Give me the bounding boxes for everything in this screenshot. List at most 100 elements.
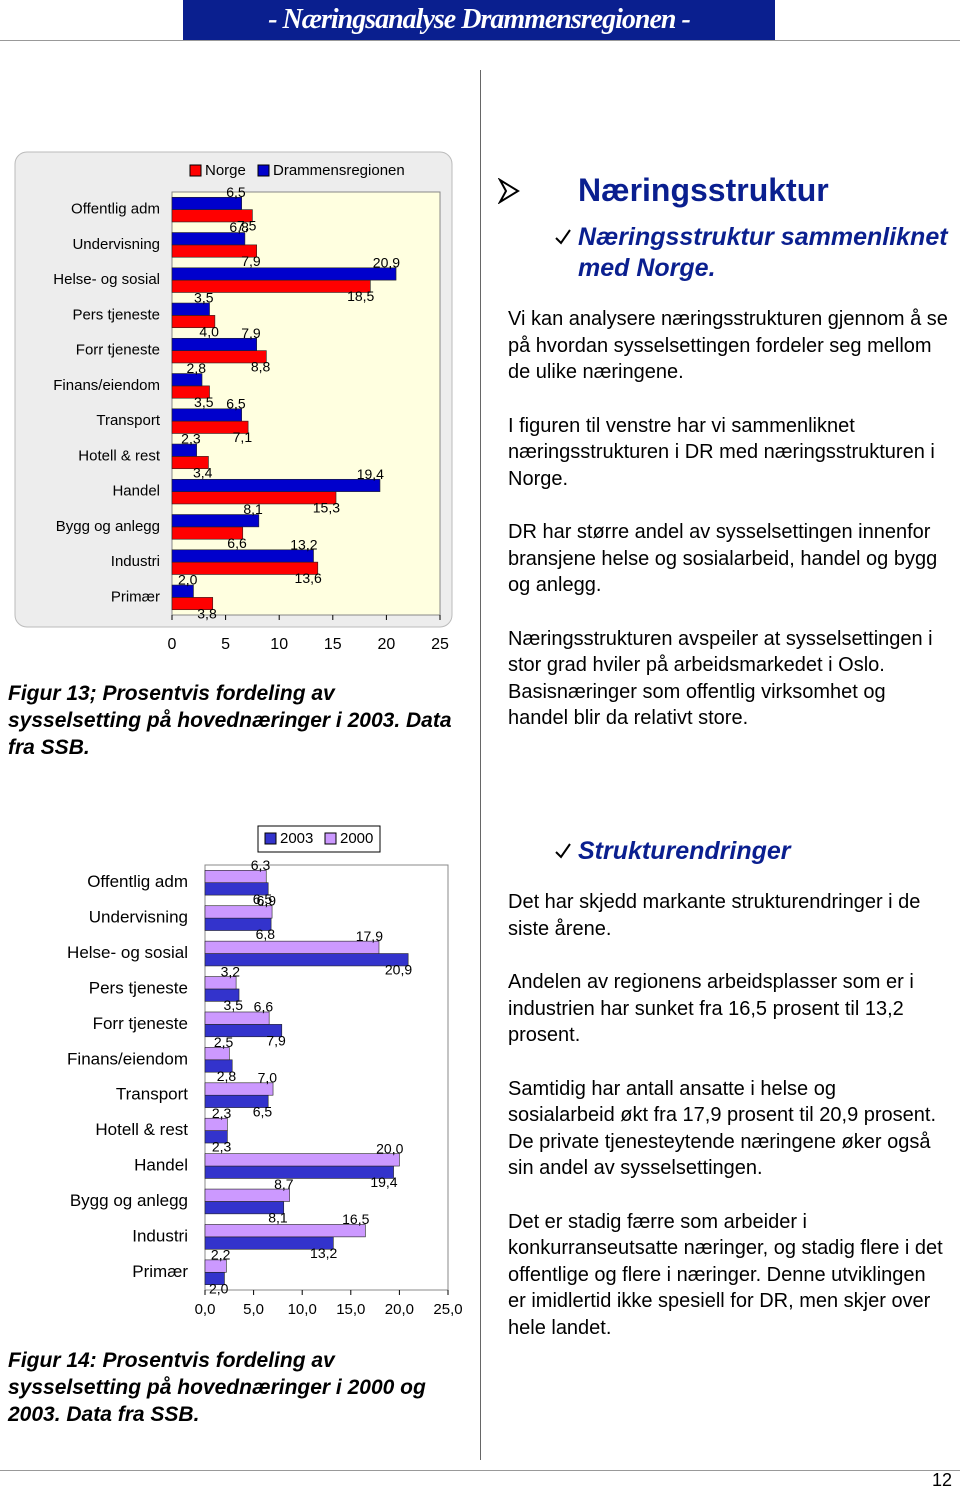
value-label: 8,1 xyxy=(268,1210,288,1226)
value-label: 6,5 xyxy=(226,184,246,200)
bar xyxy=(171,443,197,457)
figure-caption: Figur 14: Prosentvis fordeling av syssel… xyxy=(8,1349,426,1426)
value-label: 19,4 xyxy=(357,466,384,482)
column-rule xyxy=(480,70,481,1460)
bar xyxy=(171,549,314,563)
bar xyxy=(171,232,246,246)
legend-swatch xyxy=(257,164,270,177)
value-label: 6,3 xyxy=(251,857,271,873)
bar xyxy=(171,337,257,351)
value-label: 6,6 xyxy=(227,535,247,551)
value-label: 3,5 xyxy=(194,394,214,410)
y-tick-label: Primær xyxy=(132,1262,188,1281)
legend-swatch xyxy=(324,832,337,845)
y-tick-label: Forr tjeneste xyxy=(93,1014,188,1033)
y-tick-label: Forr tjeneste xyxy=(76,342,160,359)
paragraph: DR har større andel av sysselsettingen i… xyxy=(508,521,938,596)
bar xyxy=(204,1188,290,1202)
value-label: 7,5 xyxy=(237,218,257,234)
y-tick-label: Bygg og anlegg xyxy=(56,518,160,535)
bar xyxy=(171,584,194,598)
bar xyxy=(204,976,237,990)
value-label: 2,0 xyxy=(209,1280,229,1296)
y-tick-label: Pers tjeneste xyxy=(89,978,188,997)
x-tick-label: 15,0 xyxy=(336,1301,365,1318)
value-label: 2,8 xyxy=(217,1068,237,1084)
section-heading: Næringsstruktur xyxy=(578,172,829,208)
value-label: 7,9 xyxy=(241,253,261,269)
value-label: 18,5 xyxy=(347,288,374,304)
x-tick-label: 15 xyxy=(324,636,342,653)
value-label: 3,4 xyxy=(193,464,213,480)
value-label: 8,1 xyxy=(243,501,263,517)
value-label: 3,8 xyxy=(197,605,217,621)
y-tick-label: Offentlig adm xyxy=(87,872,188,891)
legend-label: Norge xyxy=(205,162,246,179)
value-label: 2,8 xyxy=(187,360,207,376)
value-label: 2,2 xyxy=(211,1247,231,1263)
x-tick-label: 25 xyxy=(431,636,449,653)
value-label: 20,9 xyxy=(385,962,412,978)
y-tick-label: Helse- og sosial xyxy=(67,943,188,962)
bar xyxy=(204,1011,270,1025)
value-label: 3,5 xyxy=(194,290,214,306)
paragraph: Vi kan analysere næringsstrukturen gjenn… xyxy=(508,308,948,383)
x-tick-label: 10,0 xyxy=(288,1301,317,1318)
bar xyxy=(204,905,273,919)
bar xyxy=(171,478,381,492)
y-tick-label: Hotell & rest xyxy=(95,1120,188,1139)
bar xyxy=(204,940,380,954)
check-bullet xyxy=(555,229,571,245)
value-label: 20,0 xyxy=(376,1140,403,1156)
value-label: 6,8 xyxy=(229,219,249,235)
value-label: 3,2 xyxy=(221,963,241,979)
bar xyxy=(171,267,397,281)
bar xyxy=(171,196,242,210)
paragraph: Næringsstrukturen avspeiler at sysselset… xyxy=(508,627,933,730)
plot-area xyxy=(204,864,449,1291)
check-bullet xyxy=(555,843,571,859)
value-label: 19,4 xyxy=(370,1174,397,1190)
x-tick-label: 5 xyxy=(221,636,230,653)
page-number: 12 xyxy=(931,1470,952,1489)
bar xyxy=(204,1082,274,1096)
value-label: 17,9 xyxy=(356,928,383,944)
paragraph: Det er stadig færre som arbeider i konku… xyxy=(508,1210,943,1339)
legend-label: 2000 xyxy=(340,830,373,847)
y-tick-label: Transport xyxy=(116,1085,188,1104)
y-tick-label: Finans/eiendom xyxy=(53,377,160,394)
footer-rule xyxy=(0,1470,960,1471)
paragraph: Samtidig har antall ansatte i helse og s… xyxy=(508,1077,937,1180)
x-tick-label: 0,0 xyxy=(195,1301,216,1318)
charts: Norge Drammensregionen 0 5 10 15 20 25 Offentlig… xyxy=(14,151,463,1318)
arrow-bullet xyxy=(498,178,520,204)
header-title: - Næringsanalyse Drammensregionen - xyxy=(183,0,775,40)
paragraph: Det har skjedd markante strukturendringe… xyxy=(508,891,921,940)
value-label: 6,9 xyxy=(257,892,277,908)
bar xyxy=(204,870,267,884)
bar xyxy=(204,1224,366,1238)
value-label: 7,1 xyxy=(233,429,253,445)
y-tick-label: Finans/eiendom xyxy=(67,1049,188,1068)
header-rule xyxy=(0,40,960,41)
value-label: 7,9 xyxy=(241,325,261,341)
bar xyxy=(204,1047,230,1061)
value-label: 13,2 xyxy=(290,536,317,552)
paragraph: I figuren til venstre har vi sammenlikne… xyxy=(508,414,935,490)
value-label: 8,8 xyxy=(251,359,271,375)
figure-caption: Figur 13; Prosentvis fordeling av syssel… xyxy=(8,682,452,759)
value-label: 8,7 xyxy=(274,1176,294,1192)
value-label: 3,5 xyxy=(224,997,244,1013)
section: Strukturendringer Det har skjedd markant… xyxy=(508,836,948,1368)
bar xyxy=(204,1259,227,1273)
value-label: 2,5 xyxy=(214,1034,234,1050)
paragraph: Andelen av regionens arbeidsplasser som … xyxy=(508,971,914,1046)
value-label: 7,0 xyxy=(258,1070,278,1086)
x-tick-label: 20 xyxy=(378,636,396,653)
bar xyxy=(204,1117,228,1131)
bar xyxy=(171,408,242,422)
y-tick-label: Industri xyxy=(132,1226,188,1245)
legend-swatch xyxy=(189,164,202,177)
y-tick-label: Helse- og sosial xyxy=(53,271,160,288)
